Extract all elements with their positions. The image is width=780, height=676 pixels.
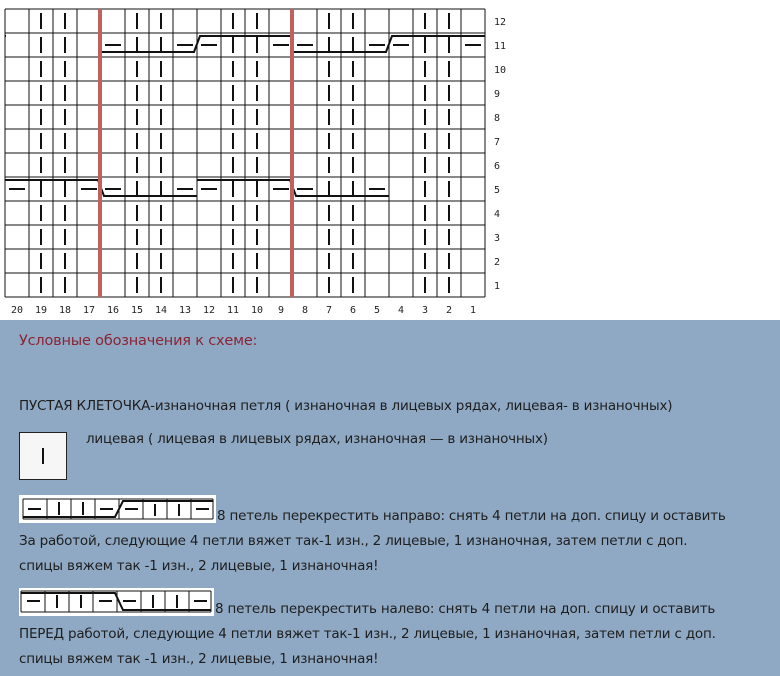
legend-cable-left-line-2: ПЕРЕД работой, следующие 4 петли вяжет т…: [19, 626, 716, 642]
legend-knit: лицевая ( лицевая в лицевых рядах, изнан…: [86, 431, 548, 447]
cable-right-symbol-icon: [19, 495, 216, 523]
column-label: 1: [470, 305, 476, 316]
knit-symbol-icon: [19, 432, 67, 480]
column-label: 19: [35, 305, 47, 316]
row-label: 6: [494, 161, 500, 172]
row-label: 9: [494, 89, 500, 100]
column-label: 10: [251, 305, 263, 316]
column-label: 13: [179, 305, 191, 316]
column-label: 8: [302, 305, 308, 316]
legend-panel: Условные обозначения к схеме: ПУСТАЯ КЛЕ…: [0, 320, 780, 676]
column-label: 4: [398, 305, 404, 316]
column-label: 20: [11, 305, 23, 316]
row-label: 11: [494, 41, 506, 52]
column-label: 18: [59, 305, 71, 316]
column-label: 12: [203, 305, 215, 316]
column-label: 3: [422, 305, 428, 316]
legend-cable-left-line-3: спицы вяжем так -1 изн., 2 лицевые, 1 из…: [19, 651, 379, 667]
column-label: 15: [131, 305, 143, 316]
row-label: 10: [494, 65, 506, 76]
column-label: 11: [227, 305, 239, 316]
row-label: 2: [494, 257, 500, 268]
row-label: 8: [494, 113, 500, 124]
column-label: 2: [446, 305, 452, 316]
row-label: 7: [494, 137, 500, 148]
row-label: 4: [494, 209, 500, 220]
column-label: 17: [83, 305, 95, 316]
legend-cable-right-line-3: спицы вяжем так -1 изн., 2 лицевые, 1 из…: [19, 558, 379, 574]
column-label: 16: [107, 305, 119, 316]
legend-cable-right-line-2: За работой, следующие 4 петли вяжет так-…: [19, 533, 688, 549]
column-label: 9: [278, 305, 284, 316]
row-label: 3: [494, 233, 500, 244]
column-label: 5: [374, 305, 380, 316]
cable-right-cross: [101, 35, 293, 53]
legend-cable-left-line-1: 8 петель перекрестить налево: снять 4 пе…: [215, 601, 716, 617]
row-label: 12: [494, 17, 506, 28]
row-label: 5: [494, 185, 500, 196]
cable-right-cross: [293, 35, 485, 53]
legend-empty-cell: ПУСТАЯ КЛЕТОЧКА-изнаночная петля ( изнан…: [19, 398, 673, 414]
column-label: 6: [350, 305, 356, 316]
cable-left-symbol-icon: [19, 588, 214, 616]
legend-title: Условные обозначения к схеме:: [19, 333, 258, 349]
row-label: 1: [494, 281, 500, 292]
column-label: 14: [155, 305, 167, 316]
column-label: 7: [326, 305, 332, 316]
legend-cable-right-line-1: 8 петель перекрестить направо: снять 4 п…: [217, 508, 726, 524]
